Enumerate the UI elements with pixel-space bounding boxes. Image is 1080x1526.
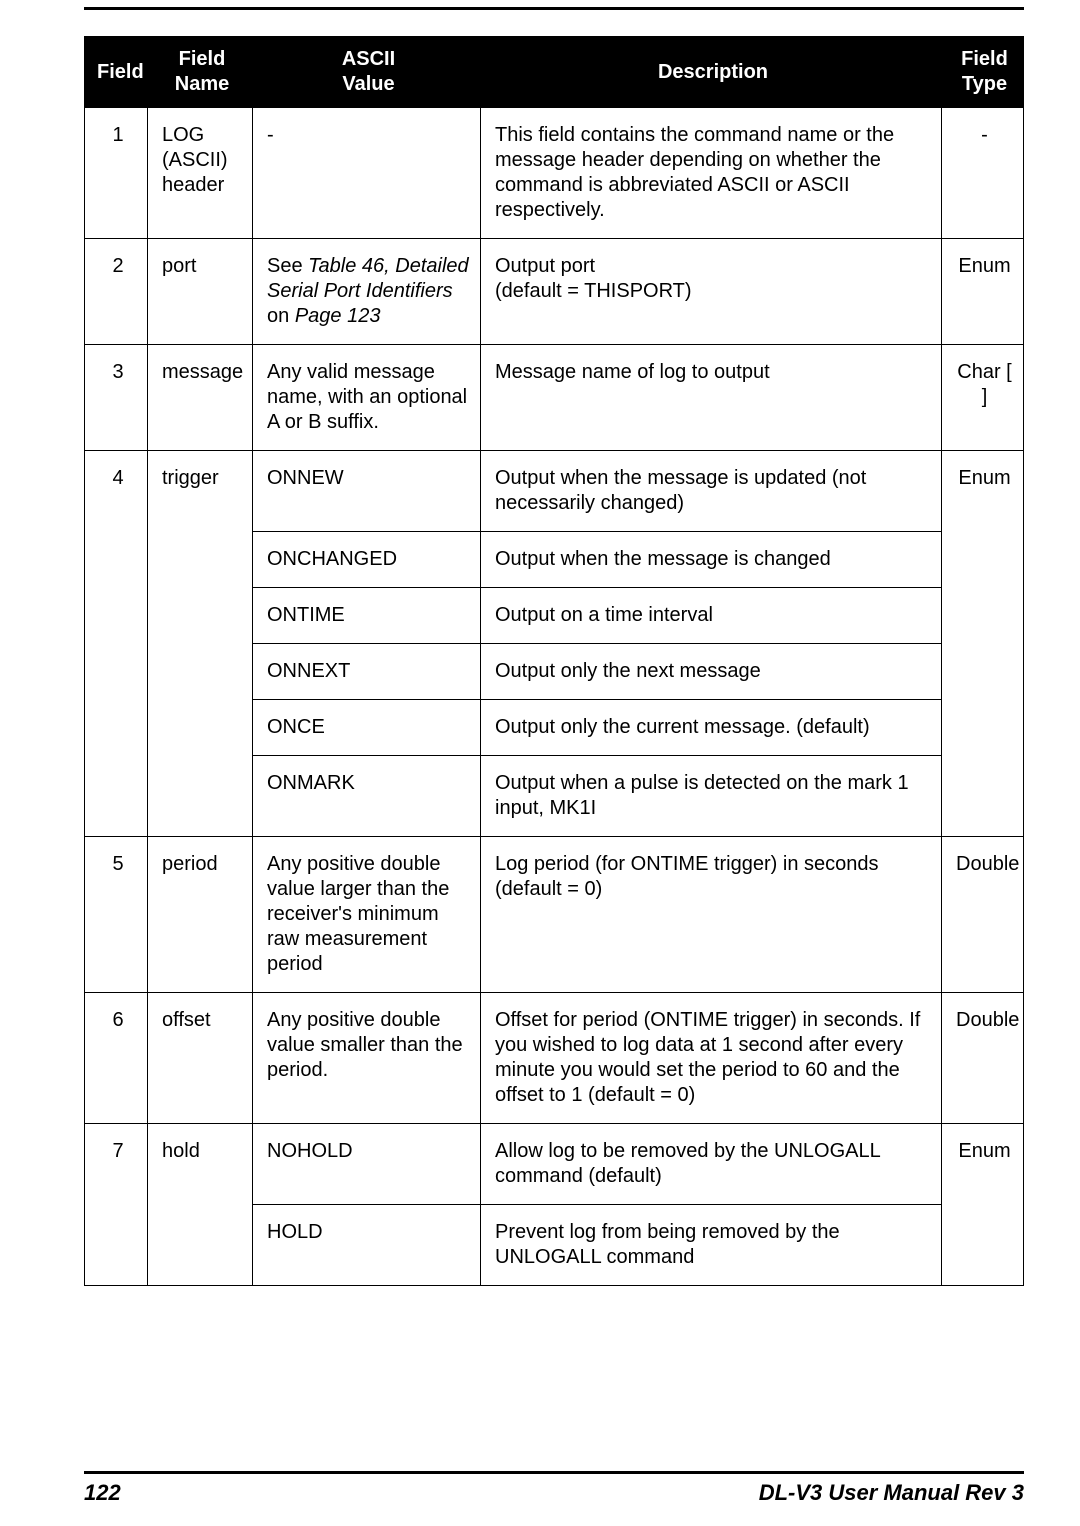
cell-type: Double <box>942 993 1024 1124</box>
cell-type: - <box>942 108 1024 239</box>
cell-type: Enum <box>942 239 1024 345</box>
cell-field-name: LOG (ASCII) header <box>148 108 253 239</box>
table-row: 1 LOG (ASCII) header - This field contai… <box>85 108 1024 239</box>
doc-id: DL-V3 User Manual Rev 3 <box>759 1480 1024 1506</box>
cell-ascii: ONNEW <box>253 451 481 532</box>
table-header-row: Field Field Name ASCII Value Description… <box>85 37 1024 108</box>
cell-desc: Prevent log from being removed by the UN… <box>481 1205 942 1286</box>
cell-ascii: Any valid message name, with an optional… <box>253 345 481 451</box>
cell-ascii: HOLD <box>253 1205 481 1286</box>
cell-desc: Output port (default = THISPORT) <box>481 239 942 345</box>
cell-desc: Output when the message is changed <box>481 532 942 588</box>
cell-field-name: hold <box>148 1124 253 1286</box>
cell-field-name: message <box>148 345 253 451</box>
cell-field: 6 <box>85 993 148 1124</box>
cell-field-name: trigger <box>148 451 253 837</box>
cell-field-name: period <box>148 837 253 993</box>
top-rule <box>84 7 1024 10</box>
cell-ascii: Any positive double value smaller than t… <box>253 993 481 1124</box>
table-row: 3 message Any valid message name, with a… <box>85 345 1024 451</box>
cell-ascii: - <box>253 108 481 239</box>
cell-ascii: ONCE <box>253 700 481 756</box>
col-header-field-type: Field Type <box>942 37 1024 108</box>
col-header-ascii-value: ASCII Value <box>253 37 481 108</box>
cell-field: 3 <box>85 345 148 451</box>
table-row: 6 offset Any positive double value small… <box>85 993 1024 1124</box>
cell-desc: Message name of log to output <box>481 345 942 451</box>
cell-desc: Output only the current message. (defaul… <box>481 700 942 756</box>
cell-type: Enum <box>942 451 1024 837</box>
cell-type: Enum <box>942 1124 1024 1286</box>
cell-ascii: ONMARK <box>253 756 481 837</box>
cell-field: 2 <box>85 239 148 345</box>
cell-ascii: NOHOLD <box>253 1124 481 1205</box>
cell-desc: Output when the message is updated (not … <box>481 451 942 532</box>
cell-type: Char [ ] <box>942 345 1024 451</box>
cell-ascii: Any positive double value larger than th… <box>253 837 481 993</box>
cell-field-name: port <box>148 239 253 345</box>
cell-ascii: ONTIME <box>253 588 481 644</box>
cell-ascii: See Table 46, Detailed Serial Port Ident… <box>253 239 481 345</box>
page: Field Field Name ASCII Value Description… <box>0 0 1080 1526</box>
page-number: 122 <box>84 1480 121 1506</box>
cell-ascii: ONCHANGED <box>253 532 481 588</box>
cell-desc: Allow log to be removed by the UNLOGALL … <box>481 1124 942 1205</box>
cell-desc: Output on a time interval <box>481 588 942 644</box>
table-row: 7 hold NOHOLD Allow log to be removed by… <box>85 1124 1024 1205</box>
cell-desc: Log period (for ONTIME trigger) in secon… <box>481 837 942 993</box>
cell-ascii: ONNEXT <box>253 644 481 700</box>
cell-field: 4 <box>85 451 148 837</box>
cell-field: 1 <box>85 108 148 239</box>
log-fields-table: Field Field Name ASCII Value Description… <box>84 36 1024 1286</box>
cell-desc: Output only the next message <box>481 644 942 700</box>
col-header-field-name: Field Name <box>148 37 253 108</box>
col-header-field: Field <box>85 37 148 108</box>
cell-field: 5 <box>85 837 148 993</box>
table-row: 5 period Any positive double value large… <box>85 837 1024 993</box>
table-row: 4 trigger ONNEW Output when the message … <box>85 451 1024 532</box>
col-header-description: Description <box>481 37 942 108</box>
cell-field: 7 <box>85 1124 148 1286</box>
cell-desc: This field contains the command name or … <box>481 108 942 239</box>
table-row: 2 port See Table 46, Detailed Serial Por… <box>85 239 1024 345</box>
text-italic: Page 123 <box>295 305 381 327</box>
text: See <box>267 255 308 277</box>
cell-field-name: offset <box>148 993 253 1124</box>
cell-desc: Offset for period (ONTIME trigger) in se… <box>481 993 942 1124</box>
cell-type: Double <box>942 837 1024 993</box>
text: on <box>267 305 295 327</box>
page-footer: 122 DL-V3 User Manual Rev 3 <box>84 1471 1024 1506</box>
cell-desc: Output when a pulse is detected on the m… <box>481 756 942 837</box>
